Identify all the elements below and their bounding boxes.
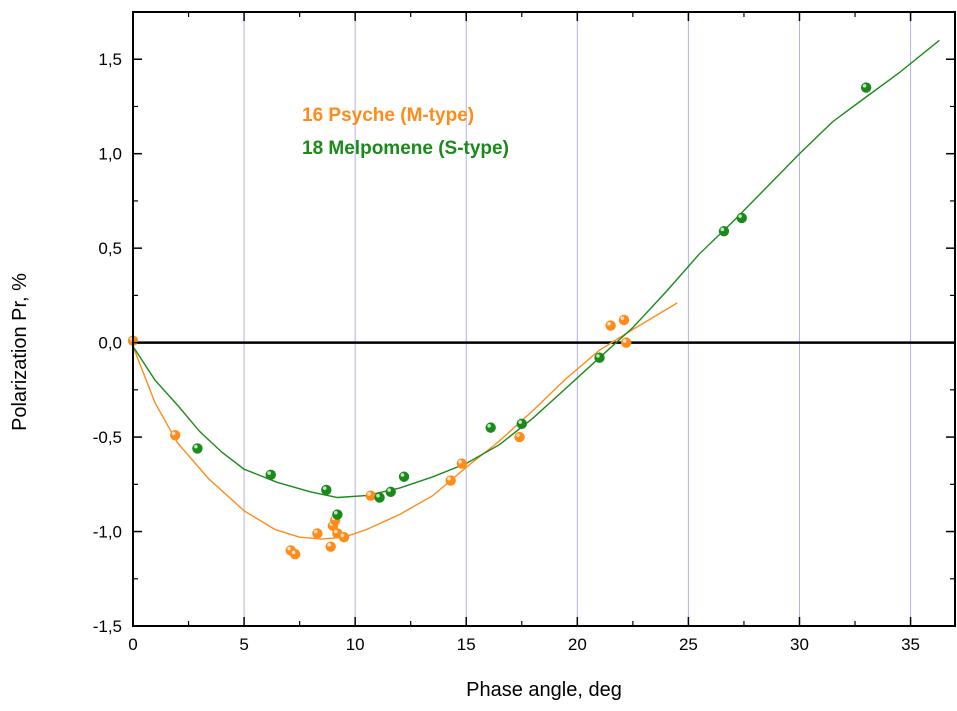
data-point-series-0 bbox=[170, 429, 181, 441]
y-tick-label: 1,5 bbox=[98, 50, 122, 69]
data-point-series-0 bbox=[621, 337, 632, 348]
data-point-series-0 bbox=[456, 458, 467, 469]
data-point-series-1 bbox=[736, 212, 747, 224]
data-point-series-1 bbox=[398, 471, 410, 482]
x-tick-label: 15 bbox=[457, 635, 476, 654]
x-tick-label: 35 bbox=[901, 635, 920, 654]
y-tick-label: -1,0 bbox=[93, 523, 122, 542]
y-axis: -1,5 -1,0 -0,5 0,0 0,5 1,0 1,5 bbox=[93, 50, 955, 636]
y-tick-label: 1,0 bbox=[98, 145, 122, 164]
data-points bbox=[127, 82, 872, 560]
data-point-series-0 bbox=[365, 490, 376, 501]
x-tick-label: 30 bbox=[790, 635, 809, 654]
vertical-grid bbox=[243, 12, 912, 626]
y-tick-label: 0,0 bbox=[98, 334, 122, 353]
data-point-series-1 bbox=[374, 492, 385, 503]
x-tick-label: 25 bbox=[679, 635, 698, 654]
data-point-series-1 bbox=[594, 352, 605, 363]
data-point-series-0 bbox=[312, 528, 323, 539]
data-point-series-1 bbox=[385, 486, 396, 498]
fit-curve-series-0 bbox=[132, 302, 678, 540]
plot-frame bbox=[132, 11, 956, 627]
legend: 16 Psyche (M-type) 18 Melpomene (S-type) bbox=[302, 105, 509, 159]
x-tick-label: 20 bbox=[568, 635, 587, 654]
data-point-series-0 bbox=[618, 314, 630, 326]
data-point-series-1 bbox=[332, 509, 343, 520]
x-axis: 0 5 10 15 20 25 30 35 bbox=[128, 12, 920, 654]
data-point-series-0 bbox=[325, 541, 336, 552]
data-point-series-1 bbox=[321, 484, 332, 496]
y-tick-label: 0,5 bbox=[98, 239, 122, 258]
data-point-series-1 bbox=[192, 443, 203, 454]
fit-curves bbox=[132, 39, 940, 540]
fit-curve-series-1 bbox=[132, 39, 940, 499]
data-point-series-1 bbox=[516, 418, 527, 430]
legend-entry-melpomene: 18 Melpomene (S-type) bbox=[302, 138, 509, 159]
y-tick-label: -0,5 bbox=[93, 428, 122, 447]
data-point-series-0 bbox=[605, 320, 616, 331]
data-point-series-1 bbox=[860, 82, 872, 93]
x-tick-label: 0 bbox=[128, 635, 137, 654]
x-tick-label: 10 bbox=[346, 635, 365, 654]
data-point-series-0 bbox=[338, 532, 350, 543]
y-tick-label: -1,5 bbox=[93, 617, 122, 636]
data-point-series-0 bbox=[445, 475, 456, 486]
data-point-series-0 bbox=[514, 431, 525, 443]
x-axis-title: Phase angle, deg bbox=[466, 679, 622, 701]
data-point-series-0 bbox=[289, 549, 301, 560]
legend-entry-psyche: 16 Psyche (M-type) bbox=[302, 105, 474, 126]
data-point-series-1 bbox=[718, 225, 730, 237]
y-axis-title: Polarization Pr, % bbox=[9, 273, 31, 431]
data-point-series-1 bbox=[265, 469, 276, 481]
data-point-series-1 bbox=[485, 422, 496, 433]
x-tick-label: 5 bbox=[239, 635, 248, 654]
